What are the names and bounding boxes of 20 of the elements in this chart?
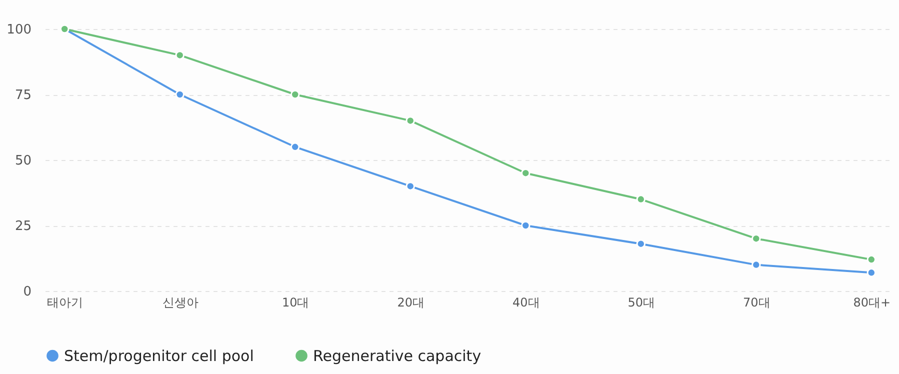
x-tick-label: 80대+	[853, 296, 891, 310]
legend-label: Stem/progenitor cell pool	[64, 346, 254, 365]
x-tick-label: 신생아	[162, 296, 198, 310]
y-tick-label: 0	[23, 284, 32, 300]
x-tick-label: 70대	[743, 296, 770, 310]
y-tick-label: 100	[6, 22, 32, 38]
x-tick-label: 태아기	[47, 296, 84, 310]
y-tick-label: 75	[14, 88, 32, 103]
point	[636, 239, 646, 248]
x-tick-label: 10대	[282, 296, 310, 310]
point	[175, 90, 184, 100]
point	[290, 90, 300, 100]
legend-label: Regenerative capacity	[313, 346, 482, 365]
x-tick-label: 20대	[397, 296, 425, 310]
point	[521, 220, 530, 230]
y-tick-label: 25	[14, 219, 32, 234]
y-tick-label: 50	[14, 154, 32, 168]
point	[636, 194, 646, 204]
x-tick-label: 40대	[512, 296, 540, 310]
x-tick-label: 50대	[628, 296, 656, 310]
